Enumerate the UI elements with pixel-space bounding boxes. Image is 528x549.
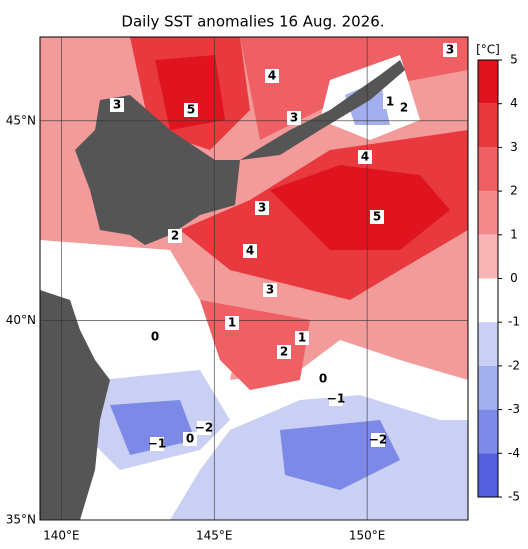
contour-label-bg	[443, 43, 457, 57]
colorbar-segment	[478, 191, 498, 235]
contour-label-bg	[197, 421, 211, 435]
contour-label: 0	[186, 432, 194, 446]
contour-label: 3	[446, 43, 454, 57]
contour-label-bg	[263, 283, 277, 297]
colorbar-tick-label: 3	[510, 140, 518, 154]
contour-label-bg	[255, 201, 269, 215]
land	[40, 290, 110, 520]
colorbar-unit: [°C]	[476, 43, 500, 57]
colorbar-segment	[478, 103, 498, 148]
anomaly-region	[280, 420, 400, 490]
contour-label: 1	[298, 331, 306, 345]
contour-label-bg	[397, 101, 411, 115]
colorbar-tick-label: 2	[510, 184, 518, 198]
contour-label: 4	[246, 244, 254, 258]
contour-label: 4	[268, 69, 276, 83]
contour-label-bg	[265, 69, 279, 83]
x-tick-label: 150°E	[349, 529, 386, 543]
contour-label: 3	[290, 111, 298, 125]
colorbar-segment	[478, 60, 498, 104]
anomaly-region	[155, 55, 225, 130]
colorbar-segment	[478, 453, 498, 497]
x-tick-label: 140°E	[43, 529, 80, 543]
colorbar-segment	[478, 365, 498, 410]
y-tick-label: 45°N	[6, 113, 36, 127]
colorbar-tick-label: -5	[508, 490, 520, 504]
contour-label: 4	[361, 150, 369, 164]
title: Daily SST anomalies 16 Aug. 2026.	[121, 13, 384, 31]
contour-label: 3	[113, 98, 121, 112]
contour-label: 2	[400, 101, 408, 115]
contour-label: 1	[228, 316, 236, 330]
contour-label: 1	[386, 95, 394, 109]
colorbar-tick-label: 5	[510, 53, 518, 67]
contour-label-bg	[329, 392, 343, 406]
colorbar-tick-label: -3	[508, 402, 520, 416]
x-tick-label: 145°E	[196, 529, 233, 543]
contour-label-bg	[110, 98, 124, 112]
contour-label-bg	[287, 111, 301, 125]
contour-label-bg	[370, 210, 384, 224]
y-tick-label: 40°N	[6, 313, 36, 327]
colorbar-tick-label: -1	[508, 315, 520, 329]
contour-label: −1	[327, 392, 345, 406]
anomaly-region	[110, 400, 195, 455]
contour-label: 2	[171, 229, 179, 243]
colorbar-tick-label: 0	[510, 271, 518, 285]
contour-label: 5	[373, 210, 381, 224]
colorbar-tick-label: 4	[510, 96, 518, 110]
contour-label-bg	[383, 95, 397, 109]
contour-label: 3	[266, 283, 274, 297]
y-tick-label: 35°N	[6, 513, 36, 527]
land	[240, 60, 405, 160]
contour-label: 2	[280, 345, 288, 359]
contour-label: 0	[319, 372, 327, 386]
contour-label: −2	[195, 421, 213, 435]
contour-label-bg	[168, 229, 182, 243]
contour-label: 3	[258, 201, 266, 215]
map-field	[40, 37, 468, 520]
colorbar-segment	[478, 147, 498, 192]
colorbar-tick-label: -2	[508, 358, 520, 372]
contour-label: −1	[148, 437, 166, 451]
contour-label-bg	[277, 345, 291, 359]
contour-label-bg	[148, 330, 162, 344]
anomaly-region	[270, 165, 450, 250]
colorbar-tick-label: -4	[508, 446, 520, 460]
contour-label: 0	[151, 330, 159, 344]
land	[75, 95, 240, 245]
contour-label-bg	[243, 244, 257, 258]
contour-label-bg	[295, 331, 309, 345]
colorbar-segment	[478, 278, 498, 323]
contour-label: 5	[187, 103, 195, 117]
contour-label-bg	[150, 437, 164, 451]
contour-label-bg	[371, 433, 385, 447]
contour-label-bg	[184, 103, 198, 117]
contour-label-bg	[358, 150, 372, 164]
colorbar-segment	[478, 322, 498, 366]
colorbar-segment	[478, 409, 498, 454]
colorbar-segment	[478, 234, 498, 279]
contour-label: −2	[369, 433, 387, 447]
contour-label-bg	[225, 316, 239, 330]
contour-label-bg	[183, 432, 197, 446]
contour-label-bg	[316, 372, 330, 386]
colorbar-tick-label: 1	[510, 227, 518, 241]
